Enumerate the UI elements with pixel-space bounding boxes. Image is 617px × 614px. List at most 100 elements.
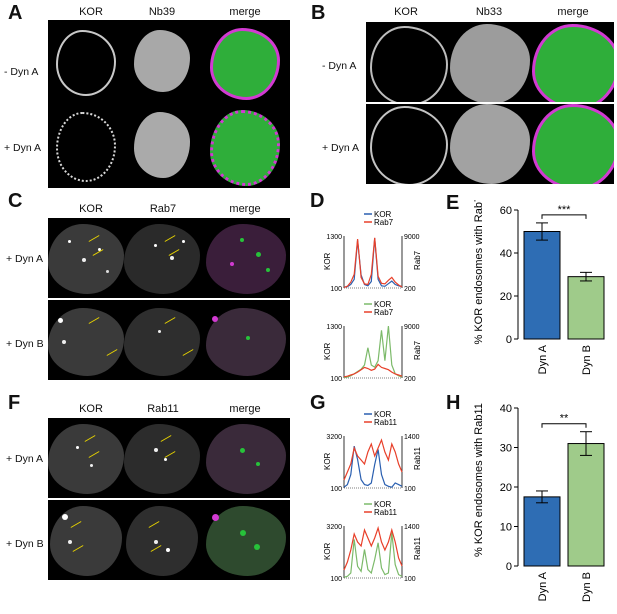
column-label-merge: merge xyxy=(229,203,261,215)
micrograph-rab7 xyxy=(124,300,200,380)
y-tick-label: 40 xyxy=(500,248,512,260)
column-label-kor: KOR xyxy=(394,6,418,18)
micrograph-kor xyxy=(48,500,124,580)
micrograph-rab11 xyxy=(124,500,200,580)
axis-title-right: Rab7 xyxy=(413,340,422,360)
tick-label-left: 100 xyxy=(330,286,342,293)
micrograph-merge xyxy=(200,20,290,104)
column-label-nb39: Nb39 xyxy=(148,6,176,18)
x-tick-label: Dyn B xyxy=(581,345,593,375)
axis-title-right: Rab11 xyxy=(413,446,422,470)
row-label: - Dyn A xyxy=(322,60,357,72)
row-label: + Dyn B xyxy=(6,338,44,350)
micrograph-nb39 xyxy=(124,104,200,188)
x-tick-label: Dyn A xyxy=(537,344,549,374)
tick-label-left: 100 xyxy=(330,486,342,493)
micrograph-merge xyxy=(200,300,290,380)
micrograph-nb39 xyxy=(124,20,200,104)
tick-label-right: 9000 xyxy=(404,234,420,241)
y-tick-label: 20 xyxy=(500,482,512,494)
micrograph-kor xyxy=(366,104,448,184)
axis-title-left: KOR xyxy=(323,342,332,360)
legend-label: Rab7 xyxy=(374,218,394,227)
column-label-rab7: Rab7 xyxy=(149,203,177,215)
micrograph-merge xyxy=(200,500,290,580)
tick-label-left: 100 xyxy=(330,376,342,383)
significance-bracket xyxy=(541,214,587,219)
column-label-kor: KOR xyxy=(79,403,103,415)
significance-bracket xyxy=(541,423,587,428)
axis-title-right: Rab11 xyxy=(413,536,422,560)
axis-title-right: Rab7 xyxy=(413,250,422,270)
micrograph-merge xyxy=(200,418,290,498)
micrograph-nb33 xyxy=(448,104,530,184)
column-label-kor: KOR xyxy=(79,203,103,215)
significance-marker: ** xyxy=(560,413,569,425)
tick-label-right: 1400 xyxy=(404,434,420,441)
micrograph-merge xyxy=(530,104,614,184)
legend-label: Rab7 xyxy=(374,308,394,317)
panel-label-g: G xyxy=(310,392,326,414)
micrograph-merge xyxy=(200,104,290,188)
micrograph-kor xyxy=(366,22,448,102)
column-label-merge: merge xyxy=(229,6,261,18)
legend-label: KOR xyxy=(374,410,392,419)
panel-label-b: B xyxy=(311,2,326,24)
tick-label-left: 100 xyxy=(330,576,342,583)
y-axis-label: % KOR endosomes with Rab11 xyxy=(473,403,485,557)
legend-label: KOR xyxy=(374,300,392,309)
y-tick-label: 10 xyxy=(500,522,512,534)
x-tick-label: Dyn B xyxy=(581,572,593,602)
row-label: + Dyn A xyxy=(6,253,44,265)
row-label: + Dyn B xyxy=(6,538,44,550)
panel-e-bar-chart: 0 20 40 60 % KOR endosomes with Rab7 Dyn A Dyn… xyxy=(473,200,605,375)
row-label: + Dyn A xyxy=(6,453,44,465)
x-tick-label: Dyn A xyxy=(537,571,549,601)
bar xyxy=(567,276,605,340)
column-label-rab11: Rab11 xyxy=(147,403,179,415)
tick-label-right: 200 xyxy=(404,376,416,383)
panel-label-c: C xyxy=(8,190,23,212)
legend-label: KOR xyxy=(374,500,392,509)
tick-label-right: 1400 xyxy=(404,524,420,531)
tick-label-left: 1300 xyxy=(326,324,342,331)
micrograph-kor xyxy=(48,218,124,298)
significance-marker: *** xyxy=(558,204,572,216)
tick-label-left: 1300 xyxy=(326,234,342,241)
micrograph-kor xyxy=(48,418,124,498)
row-label: + Dyn A xyxy=(4,142,42,154)
legend-label: Rab11 xyxy=(374,508,398,517)
legend-label: KOR xyxy=(374,210,392,219)
micrograph-kor xyxy=(48,104,124,188)
legend-label: Rab11 xyxy=(374,418,398,427)
series-line xyxy=(343,363,403,378)
row-label: - Dyn A xyxy=(4,66,39,78)
series-line xyxy=(343,525,403,571)
series-line xyxy=(343,438,403,481)
tick-label-right: 100 xyxy=(404,576,416,583)
micrograph-rab11 xyxy=(124,418,200,498)
column-label-kor: KOR xyxy=(79,6,103,18)
y-tick-label: 40 xyxy=(500,403,512,415)
series-line xyxy=(343,532,403,578)
row-label: + Dyn A xyxy=(322,142,360,154)
bar xyxy=(523,496,561,567)
micrograph-kor xyxy=(48,300,124,380)
tick-label-left: 3200 xyxy=(326,524,342,531)
panel-label-h: H xyxy=(446,392,461,414)
axis-title-left: KOR xyxy=(323,542,332,560)
panel-label-f: F xyxy=(8,392,21,414)
y-tick-label: 60 xyxy=(500,205,512,217)
micrograph-kor xyxy=(48,20,124,104)
series-line xyxy=(343,237,403,288)
panel-h-bar-chart: 0 10 20 30 40 % KOR endosomes with Rab11 Dyn A… xyxy=(473,403,605,602)
micrograph-merge xyxy=(530,22,614,102)
tick-label-right: 9000 xyxy=(404,324,420,331)
panel-label-a: A xyxy=(8,2,23,24)
panel-label-d: D xyxy=(310,190,325,212)
bar xyxy=(523,231,561,340)
y-axis-label: % KOR endosomes with Rab7 xyxy=(473,200,485,345)
tick-label-right: 200 xyxy=(404,286,416,293)
